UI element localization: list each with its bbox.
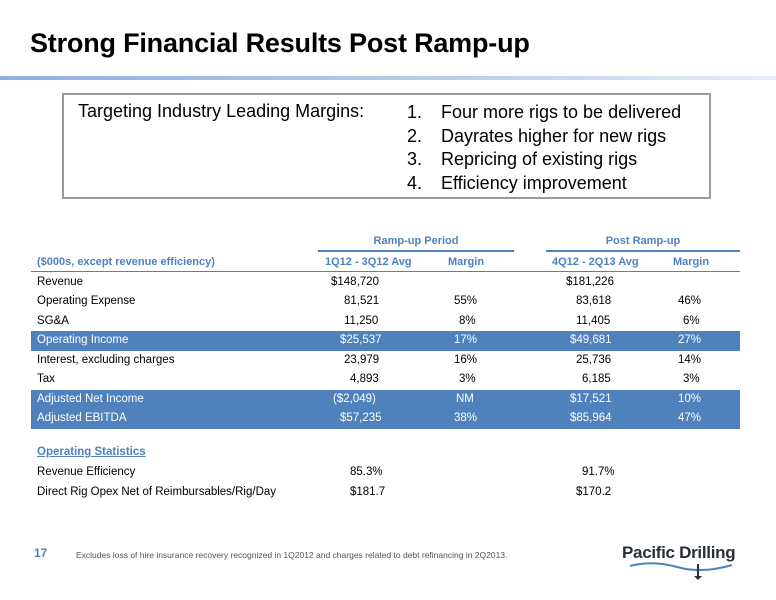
cell-value: ($2,049) [333,393,376,405]
cell-value: 55% [454,295,478,307]
page-title: Strong Financial Results Post Ramp-up [30,28,530,58]
logo-text: Pacific Drilling [622,543,736,562]
cell-value: 14% [678,354,702,366]
cell-value: 25,736 [576,354,612,366]
target-item: 4. Efficiency improvement [407,172,681,196]
cell-value: 46% [678,295,702,307]
row-label: Adjusted Net Income [37,393,144,405]
pacific-drilling-logo: Pacific Drilling [622,540,742,580]
row-label: Revenue Efficiency [37,466,136,478]
targets-label: Targeting Industry Leading Margins: [78,101,365,121]
cell-value: 83,618 [576,295,612,307]
table-row: Revenue Efficiency 85.3% 91.7% [31,463,740,483]
group-header-underline [318,250,514,252]
row-label: Interest, excluding charges [37,354,175,366]
target-item-number: 1. [407,102,423,122]
target-item-text: Four more rigs to be delivered [441,102,682,122]
footnote: Excludes loss of hire insurance recovery… [76,550,508,560]
row-label: Operating Income [37,334,129,346]
target-item-text: Dayrates higher for new rigs [441,125,667,146]
cell-value: 47% [678,412,702,424]
cell-value: $85,964 [570,412,612,424]
table-row: SG&A 11,250 8% 11,405 6% [31,312,740,332]
targets-list: 1. Four more rigs to be delivered 2. Dayra… [407,101,681,195]
cell-value: 10% [678,393,702,405]
target-item-text: Efficiency improvement [441,172,627,193]
cell-value: $170.2 [576,486,612,498]
target-item-number: 4. [407,172,423,193]
cell-value: 11,250 [344,315,379,327]
cell-value: 6,185 [582,373,611,385]
group-header-post-ramp-up: Post Ramp-up [605,235,681,247]
title-divider [0,76,776,80]
target-item: 3. Repricing of existing rigs [407,148,681,172]
cell-value: $148,720 [331,276,379,288]
drill-icon [629,562,733,580]
row-label: Adjusted EBITDA [37,412,127,424]
target-item: 1. Four more rigs to be delivered [407,101,681,125]
operating-statistics-header: Operating Statistics [37,446,146,458]
group-header-ramp-up: Ramp-up Period [373,235,459,247]
cell-value: 81,521 [344,295,380,307]
cell-value: 27% [678,334,702,346]
table-row: Revenue $148,720 $181,226 [31,273,740,293]
cell-value: 3% [459,373,476,385]
table-row: Interest, excluding charges 23,979 16% 2… [31,351,740,371]
target-item-number: 3. [407,149,423,169]
cell-value: $25,537 [340,334,382,346]
column-header: 4Q12 - 2Q13 Avg [552,256,639,268]
cell-value: 8% [459,315,476,327]
cell-value: 91.7% [582,466,615,478]
cell-value: 3% [683,373,700,385]
cell-value: $181.7 [350,486,386,498]
cell-value: 85.3% [350,466,383,478]
header-underline [31,271,740,272]
row-label: Direct Rig Opex Net of Reimbursables/Rig… [37,486,277,498]
cell-value: 6% [683,315,700,327]
target-item-number: 2. [407,125,423,146]
table-row-highlighted: Adjusted EBITDA $57,235 38% $85,964 47% [31,409,740,429]
cell-value: $17,521 [570,393,612,405]
table-row: Direct Rig Opex Net of Reimbursables/Rig… [31,483,740,503]
cell-value: 4,893 [350,373,379,385]
target-item: 2. Dayrates higher for new rigs [407,125,681,149]
cell-value: 11,405 [576,315,611,327]
cell-value: 17% [454,334,478,346]
cell-value: NM [456,393,474,405]
table-row-highlighted: Operating Income $25,537 17% $49,681 27% [31,331,740,351]
column-header: 1Q12 - 3Q12 Avg [325,256,412,268]
row-label: Revenue [37,276,84,288]
cell-value: $49,681 [570,334,612,346]
cell-value: $181,226 [566,276,614,288]
column-header: Margin [448,256,485,268]
group-header-underline [546,250,740,252]
table-row: Operating Expense 81,521 55% 83,618 46% [31,292,740,312]
cell-value: 38% [454,412,478,424]
page-number: 17 [34,546,48,560]
units-header: ($000s, except revenue efficiency) [37,256,215,268]
column-header: Margin [673,256,710,268]
row-label: Operating Expense [37,295,136,307]
table-row: Tax 4,893 3% 6,185 3% [31,370,740,390]
cell-value: $57,235 [340,412,382,424]
row-label: SG&A [37,315,69,327]
table-row-highlighted: Adjusted Net Income ($2,049) NM $17,521 … [31,390,740,410]
targets-box: Targeting Industry Leading Margins: 1. Fo… [62,93,711,199]
row-label: Tax [37,373,55,385]
cell-value: 16% [454,354,478,366]
target-item-text: Repricing of existing rigs [441,149,638,169]
cell-value: 23,979 [344,354,380,366]
